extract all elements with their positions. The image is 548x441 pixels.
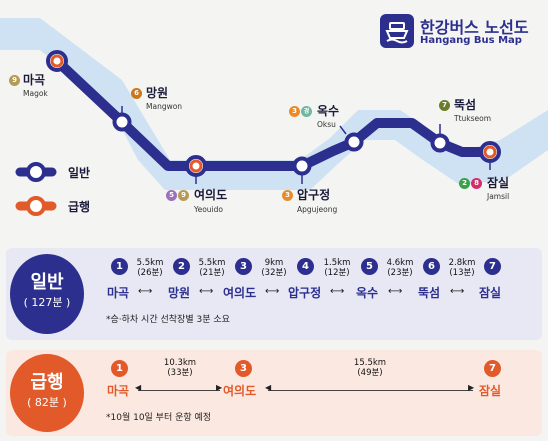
arrow-left-icon: ◀ [135,383,142,392]
station-mangwon-marker[interactable] [112,112,132,132]
stop-name: 압구정 [288,286,322,300]
route-map [0,18,548,216]
leg-distance: 9km (32분) [261,258,287,278]
stop-number: 3 [235,360,252,377]
stop-name: 잠실 [479,384,502,398]
line-badge: 9 [178,190,189,201]
station-en-jamsil: Jamsil [487,192,510,201]
stop-name: 잠실 [479,286,502,300]
station-en-ttukseom: Ttukseom [454,114,492,123]
regular-route-panel [6,248,542,340]
legend-express-marker [15,196,57,216]
map-subtitle: Hangang Bus Map [420,35,522,46]
station-apgujeong-marker[interactable] [292,156,312,176]
stop-name: 뚝섬 [418,286,441,300]
station-label-ttukseom: 뚝섬 [454,98,477,112]
arrow-icon: ⟷ [450,286,465,297]
arrow-right-icon: ▶ [468,383,475,392]
legend-regular-label: 일반 [68,166,91,180]
leg-distance: 1.5km (12분) [323,258,351,278]
boat-logo-icon [380,14,414,48]
line-badge: 3 [289,106,300,117]
station-label-mangwon: 망원 [146,86,169,100]
line-badge: 7 [439,100,450,111]
express-route-panel [6,350,542,436]
station-label-oksu: 옥수 [317,104,340,118]
station-ttukseom-marker[interactable] [430,133,450,153]
station-jamsil-marker[interactable] [479,141,501,163]
line-badge: 9 [9,75,20,86]
stop-number: 3 [235,258,252,275]
arrow-right-icon: ▶ [216,383,223,392]
station-label-yeouido: 여의도 [194,188,228,202]
leg-distance: 5.5km (21분) [198,258,226,278]
express-note: *10월 10일 부터 운항 예정 [106,413,212,423]
leg-distance: 2.8km (13분) [448,258,476,278]
express-arrow [138,390,220,391]
arrow-left-icon: ◀ [265,383,272,392]
regular-title: 일반 [30,272,64,293]
leg-distance: 4.6km (23분) [386,258,414,278]
station-label-apgujeong: 압구정 [297,188,331,202]
stop-number: 5 [361,258,378,275]
line-badge: 8 [471,178,482,189]
line-badge: 6 [131,88,142,99]
express-arrow [268,390,473,391]
arrow-icon: ⟷ [330,286,345,297]
stop-name: 망원 [168,286,191,300]
station-en-apgujeong: Apgujeong [297,205,338,214]
leg-distance: 5.5km (26분) [136,258,164,278]
station-oksu-marker[interactable] [344,132,364,152]
station-label-jamsil: 잠실 [487,176,510,190]
arrow-icon: ⟷ [265,286,280,297]
line-badge: 3 [282,190,293,201]
line-badge: 경 [301,106,312,117]
express-title: 급행 [30,372,64,393]
arrow-icon: ⟷ [138,286,153,297]
stop-number: 2 [173,258,190,275]
station-en-magok: Magok [23,89,48,98]
express-title-box: 급행 ( 82분 ) [10,354,84,432]
map-title: 한강버스 노선도 [420,18,529,37]
stop-name: 마곡 [107,286,130,300]
river [0,18,548,190]
leg-distance: 10.3km (33분) [163,358,197,378]
station-en-mangwon: Mangwon [146,102,183,111]
stop-name: 옥수 [356,286,379,300]
stop-name: 여의도 [223,286,257,300]
line-badge: 2 [459,178,470,189]
stop-number: 4 [297,258,314,275]
stop-number: 1 [111,360,128,377]
stop-name: 마곡 [107,384,130,398]
regular-note: *승·하차 시간 선착장별 3분 소요 [106,315,230,325]
legend-express-label: 급행 [68,200,91,214]
leg-distance: 15.5km (49분) [353,358,387,378]
stop-number: 7 [484,360,501,377]
station-magok-marker[interactable] [46,50,68,72]
legend-regular-marker [15,162,57,182]
station-en-yeouido: Yeouido [194,205,223,214]
arrow-icon: ⟷ [388,286,403,297]
station-yeouido-marker[interactable] [185,155,207,177]
arrow-icon: ⟷ [199,286,214,297]
stop-name: 여의도 [223,384,257,398]
stop-number: 6 [423,258,440,275]
line-badge: 5 [166,190,177,201]
station-en-oksu: Oksu [317,120,336,129]
regular-total-time: ( 127분 ) [23,296,71,309]
regular-title-box: 일반 ( 127분 ) [10,254,84,334]
stop-number: 7 [484,258,501,275]
express-total-time: ( 82분 ) [27,396,67,409]
station-label-magok: 마곡 [23,73,46,87]
stop-number: 1 [111,258,128,275]
